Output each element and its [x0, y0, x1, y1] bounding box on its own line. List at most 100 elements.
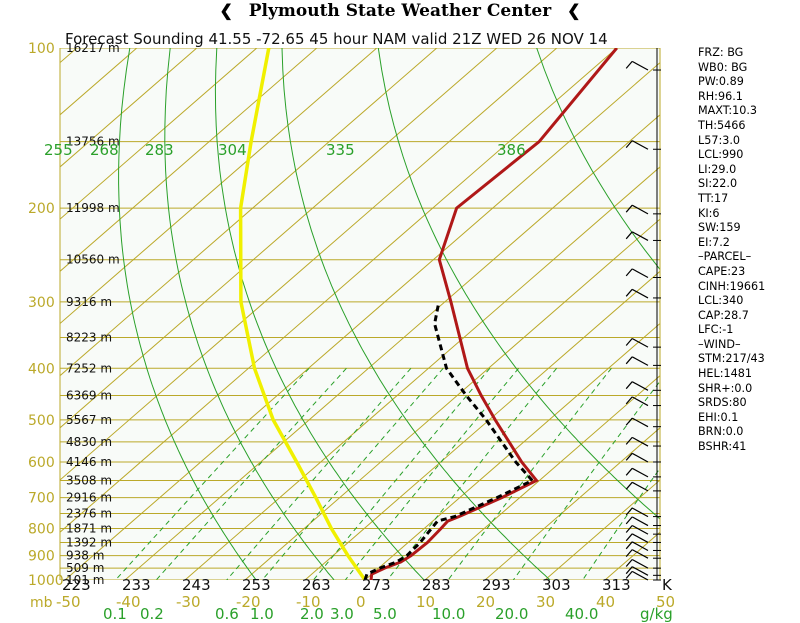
- index-item: LCL:340: [698, 294, 744, 308]
- wind-barb-flag: [625, 437, 633, 445]
- wind-barb-flag: [625, 507, 633, 516]
- wind-barb-flag: [625, 559, 633, 567]
- isotherm-line: [60, 48, 438, 377]
- wind-barb: [631, 516, 649, 527]
- pressure-label: 300: [28, 295, 55, 311]
- celsius-label: 30: [536, 593, 555, 611]
- theta-label: 335: [326, 141, 355, 159]
- kelvin-label: 233: [122, 576, 151, 594]
- dry-adiabat-line: [377, 48, 660, 520]
- index-item: L57:3.0: [698, 133, 741, 147]
- wind-barb: [631, 140, 649, 150]
- height-label: 1392 m: [66, 535, 112, 549]
- height-label: 4830 m: [66, 435, 112, 449]
- wind-barb-flag: [625, 356, 633, 365]
- isotherm-line: [60, 48, 498, 429]
- celsius-label: -50: [56, 593, 81, 611]
- wind-barb-flag: [625, 452, 633, 461]
- pressure-label: 700: [28, 491, 55, 507]
- header: ❮ Plymouth State Weather Center ❮: [0, 0, 800, 22]
- theta-label: 255: [44, 141, 73, 159]
- wind-barb-flag: [625, 140, 633, 148]
- wind-barb-flag: [625, 338, 633, 346]
- pressure-label: 900: [28, 549, 55, 565]
- height-label: 1871 m: [66, 521, 112, 535]
- index-item: LI:29.0: [698, 162, 737, 176]
- wind-barb: [631, 60, 649, 71]
- height-label: 16217 m: [66, 41, 120, 55]
- wind-barb-flag: [625, 541, 633, 550]
- index-item: BSHR:41: [698, 440, 747, 454]
- wind-barb-flag: [625, 525, 633, 533]
- isotherm-line: [124, 114, 660, 580]
- wind-barb-flag: [625, 61, 633, 69]
- isotherm-line: [64, 61, 660, 580]
- pressure-label: 100: [28, 41, 55, 57]
- index-item: STM:217/43: [698, 352, 765, 366]
- mixing-ratio-line: [261, 367, 444, 580]
- isotherm-line: [304, 270, 660, 580]
- pressure-label: 200: [28, 201, 55, 217]
- index-item: WB0: BG: [698, 60, 748, 74]
- celsius-label: 0: [356, 593, 366, 611]
- wind-barb-flag: [625, 381, 633, 390]
- wind-barb: [631, 356, 649, 366]
- dry-adiabat-line: [214, 48, 425, 580]
- wind-barb-flag: [625, 516, 633, 525]
- kelvin-label: 263: [302, 576, 331, 594]
- dewpoint-trace: [363, 301, 535, 580]
- wind-barb: [631, 204, 649, 215]
- celsius-label: 50: [656, 593, 675, 611]
- temperature-trace: [369, 48, 618, 580]
- mixing-ratio-line: [313, 367, 491, 580]
- index-item: FRZ: BG: [698, 46, 744, 59]
- wind-barb-flag: [625, 231, 633, 240]
- index-item: –PARCEL–: [698, 250, 752, 264]
- isotherm-line: [424, 374, 660, 580]
- mixing-ratio-label: 0.6: [215, 605, 239, 623]
- wind-barb-flag: [625, 549, 633, 557]
- indices-panel: FRZ: BG WB0: BG PW:0.89 RH:96.1 MAXT:10.3 TH:…: [698, 46, 765, 455]
- wind-barb: [631, 558, 649, 569]
- index-item: SI:22.0: [698, 177, 738, 191]
- isotherm-line: [244, 218, 660, 580]
- flag-icon: ❮: [567, 1, 581, 20]
- pressure-label: 1000: [28, 573, 64, 589]
- index-item: –WIND–: [698, 337, 741, 351]
- wind-barb-flag: [625, 204, 633, 213]
- mixing-ratio-label: 10.0: [432, 605, 465, 623]
- kelvin-label: 273: [362, 576, 391, 594]
- mixing-ratio-label: 0.1: [103, 605, 127, 623]
- mixing-ratio-label: 3.0: [330, 605, 354, 623]
- celsius-label: 40: [596, 593, 615, 611]
- mixing-ratio-line: [155, 367, 347, 580]
- index-item: CAP:28.7: [698, 308, 749, 322]
- celsius-label: 20: [476, 593, 495, 611]
- theta-label: 304: [218, 141, 247, 159]
- isotherm-line: [60, 48, 318, 272]
- index-item: MAXT:10.3: [698, 104, 758, 118]
- height-label: 3508 m: [66, 473, 112, 487]
- theta-label: 386: [497, 141, 526, 159]
- height-label: 11998 m: [66, 201, 120, 215]
- wind-barb-flag: [625, 268, 633, 277]
- isotherm-line: [364, 322, 660, 580]
- mixing-ratio-label: g/kg: [640, 605, 673, 623]
- theta-label: 268: [90, 141, 119, 159]
- mixing-ratio-line: [344, 367, 519, 580]
- wind-barb-flag: [625, 396, 633, 405]
- height-label: 8223 m: [66, 330, 112, 344]
- wind-barb-flag: [625, 566, 633, 575]
- wind-barb: [631, 288, 649, 299]
- celsius-label: -20: [236, 593, 261, 611]
- wind-barb: [631, 268, 649, 279]
- height-label: 5567 m: [66, 413, 112, 427]
- kelvin-label: 293: [482, 576, 511, 594]
- pressure-label: 800: [28, 521, 55, 537]
- app-title: Plymouth State Weather Center: [248, 1, 552, 21]
- pressure-label: 600: [28, 455, 55, 471]
- mixing-ratio-line: [226, 367, 412, 580]
- wind-barb: [631, 231, 649, 241]
- index-item: KI:6: [698, 206, 720, 220]
- index-item: RH:96.1: [698, 89, 743, 103]
